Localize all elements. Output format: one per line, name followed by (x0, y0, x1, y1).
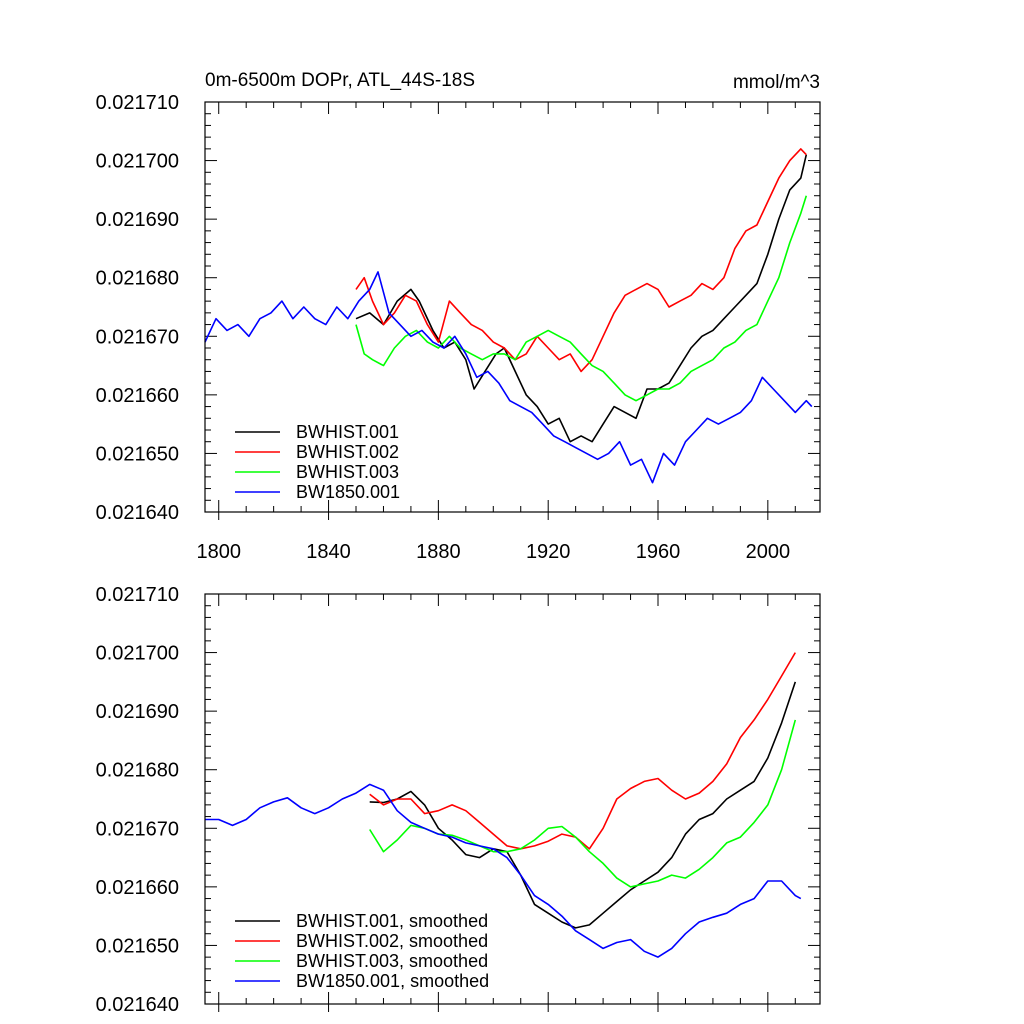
x-tick-label: 1960 (636, 541, 681, 563)
series-line-2 (355, 148, 807, 373)
top-panel: 0m-6500m DOPr, ATL_44S-18S mmol/m^3 0.02… (96, 70, 821, 563)
y-tick-label: 0.021670 (96, 326, 179, 348)
legend-label: BWHIST.002 (296, 442, 399, 462)
y-tick-label: 0.021680 (96, 268, 179, 290)
series-line-3 (369, 719, 797, 888)
legend-label: BWHIST.003, smoothed (296, 951, 488, 971)
series-line-2 (369, 652, 796, 850)
series-line-3 (355, 195, 808, 402)
legend-label: BWHIST.001 (296, 422, 399, 442)
x-tick-label: 1840 (306, 541, 351, 563)
series-line-1 (369, 681, 797, 929)
series-lines (205, 652, 802, 958)
x-tick-labels: 1800 1840 1880 1920 1960 2000 (196, 541, 790, 563)
legend-label: BWHIST.001, smoothed (296, 911, 488, 931)
x-tick-label: 1880 (416, 541, 461, 563)
y-tick-label: 0.021690 (96, 209, 179, 231)
units-label: mmol/m^3 (733, 72, 820, 93)
y-tick-labels: 0.021640 0.021650 0.021660 0.021670 0.021680… (96, 584, 179, 1016)
chart-title: 0m-6500m DOPr, ATL_44S-18S (205, 70, 475, 91)
y-tick-label: 0.021650 (96, 935, 179, 957)
y-tick-labels: 0.021640 0.021650 0.021660 0.021670 0.021680… (96, 92, 179, 524)
x-tick-label: 1800 (196, 541, 241, 563)
y-tick-label: 0.021710 (96, 92, 179, 114)
y-tick-label: 0.021710 (96, 584, 179, 606)
y-tick-label: 0.021640 (96, 994, 179, 1016)
y-tick-label: 0.021700 (96, 643, 179, 665)
legend-label: BW1850.001, smoothed (296, 971, 489, 991)
y-tick-label: 0.021690 (96, 701, 179, 723)
y-tick-label: 0.021660 (96, 385, 179, 407)
axis-ticks (205, 101, 820, 520)
bottom-panel: 0.021640 0.021650 0.021660 0.021670 0.021680… (96, 584, 821, 1016)
series-line-1 (355, 154, 808, 443)
y-tick-label: 0.021640 (96, 502, 179, 524)
y-tick-label: 0.021670 (96, 818, 179, 840)
legend-label: BWHIST.003 (296, 462, 399, 482)
legend-label: BW1850.001 (296, 482, 400, 502)
x-tick-label: 1920 (526, 541, 571, 563)
series-lines (204, 148, 813, 484)
legend-label: BWHIST.002, smoothed (296, 931, 488, 951)
y-tick-label: 0.021700 (96, 151, 179, 173)
y-tick-label: 0.021650 (96, 443, 179, 465)
y-tick-label: 0.021680 (96, 760, 179, 782)
plot-frame (204, 101, 821, 513)
y-tick-label: 0.021660 (96, 877, 179, 899)
x-tick-label: 2000 (746, 541, 791, 563)
series-line-4 (205, 783, 802, 958)
plot-frame (204, 593, 821, 1005)
series-line-4 (204, 271, 813, 484)
